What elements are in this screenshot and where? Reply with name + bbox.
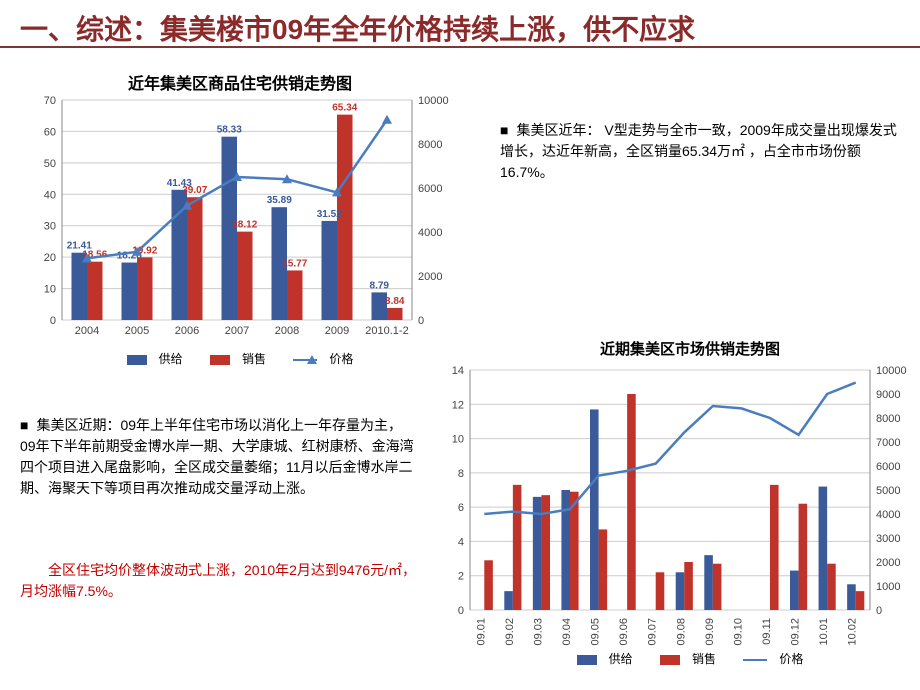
svg-text:09.08: 09.08 bbox=[675, 618, 687, 646]
svg-text:09.01: 09.01 bbox=[475, 618, 487, 646]
svg-text:0: 0 bbox=[876, 605, 882, 617]
svg-text:10: 10 bbox=[452, 434, 464, 446]
svg-text:09.10: 09.10 bbox=[732, 618, 744, 646]
svg-text:09.11: 09.11 bbox=[761, 618, 773, 645]
svg-text:0: 0 bbox=[458, 605, 464, 617]
svg-text:6: 6 bbox=[458, 502, 464, 514]
svg-text:1000: 1000 bbox=[876, 581, 900, 593]
svg-text:10.02: 10.02 bbox=[847, 618, 859, 646]
svg-text:6000: 6000 bbox=[876, 461, 900, 473]
svg-text:5000: 5000 bbox=[876, 485, 900, 497]
svg-text:09.02: 09.02 bbox=[504, 618, 516, 646]
svg-text:12: 12 bbox=[452, 399, 464, 411]
svg-text:09.04: 09.04 bbox=[561, 618, 573, 646]
svg-text:10000: 10000 bbox=[876, 365, 907, 377]
svg-text:2000: 2000 bbox=[876, 557, 900, 569]
legend-sales-2: 销售 bbox=[692, 652, 716, 666]
svg-text:2: 2 bbox=[458, 571, 464, 583]
svg-text:09.09: 09.09 bbox=[704, 618, 716, 646]
svg-text:09.07: 09.07 bbox=[647, 618, 659, 646]
svg-text:3000: 3000 bbox=[876, 533, 900, 545]
svg-text:4000: 4000 bbox=[876, 509, 900, 521]
svg-text:09.05: 09.05 bbox=[590, 618, 602, 646]
svg-text:09.03: 09.03 bbox=[532, 618, 544, 646]
svg-text:8: 8 bbox=[458, 468, 464, 480]
svg-text:8000: 8000 bbox=[876, 413, 900, 425]
chart2-legend: 供给 销售 价格 bbox=[510, 650, 870, 667]
legend-supply-2: 供给 bbox=[609, 652, 633, 666]
chart2: 0 2 4 6 8 10 12 14 0 1000 2000 3000 4000 5000 6000 7000… bbox=[0, 0, 920, 690]
svg-text:7000: 7000 bbox=[876, 437, 900, 449]
svg-text:09.06: 09.06 bbox=[618, 618, 630, 646]
svg-text:10.01: 10.01 bbox=[818, 618, 830, 646]
svg-text:4: 4 bbox=[458, 536, 464, 548]
svg-text:9000: 9000 bbox=[876, 389, 900, 401]
svg-text:14: 14 bbox=[452, 365, 464, 377]
legend-price-2: 价格 bbox=[779, 652, 803, 666]
svg-text:09.12: 09.12 bbox=[790, 618, 802, 646]
